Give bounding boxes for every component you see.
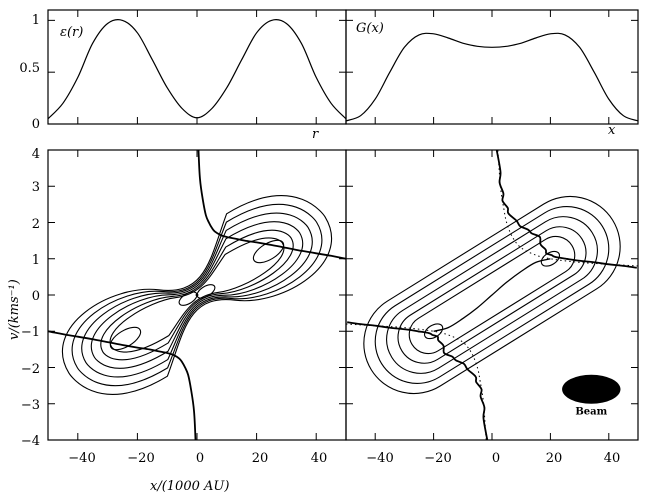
- beam-ellipse: [562, 374, 621, 404]
- pv-right-x-tick-neg20: −20: [424, 451, 451, 466]
- G-panel: G(x) x: [345, 9, 639, 138]
- epsilon-y-tick-1: 1: [32, 13, 40, 28]
- pv-left-peak-dot: [195, 293, 199, 297]
- pv-right-rotation-curve-lower: [347, 321, 489, 441]
- pv-left-y-tick-1: 1: [32, 253, 40, 268]
- pv-left-contour-5: [109, 237, 285, 353]
- epsilon-x-label: r: [312, 127, 319, 142]
- pv-left-contour-3: [91, 221, 303, 369]
- pv-left-y-tick-3: 3: [32, 180, 40, 195]
- pv-right-contour-1: [374, 206, 610, 384]
- epsilon-panel: ε(r) r 1 0.5 0: [19, 9, 347, 142]
- pv-left-y-tick-neg1: −1: [21, 325, 40, 340]
- pv-right-contour-3: [397, 226, 587, 364]
- pv-left-y-tick-2: 2: [32, 217, 40, 232]
- pv-left-contour-core-3: [196, 284, 216, 299]
- pv-right-dotted-curve-mirror: [497, 149, 639, 267]
- pv-left-rotation-curve-upper: [197, 149, 347, 260]
- pv-right-contour-2: [386, 216, 598, 374]
- pv-left-contour-core-2: [178, 291, 198, 306]
- pv-left-x-tick-20: 20: [252, 451, 269, 466]
- pv-left-y-tick-neg3: −3: [21, 398, 40, 413]
- pv-right-contour-4: [408, 235, 576, 355]
- pv-right-rotation-curve-upper: [495, 149, 637, 269]
- pv-left-x-tick-0: 0: [196, 451, 204, 466]
- pv-right-x-tick-neg40: −40: [366, 451, 393, 466]
- pv-left-x-tick-neg20: −20: [127, 451, 154, 466]
- pv-left-y-tick-0: 0: [32, 289, 40, 304]
- pv-left-contour-4: [100, 229, 294, 361]
- pv-left-contour-2: [81, 212, 313, 378]
- G-curve: [345, 32, 639, 122]
- pv-right-contour-0: [363, 195, 621, 395]
- pv-left-x-tick-neg40: −40: [68, 451, 95, 466]
- epsilon-panel-label: ε(r): [60, 25, 83, 40]
- pv-right-x-tick-40: 40: [604, 451, 621, 466]
- epsilon-y-tick-0: 0: [32, 117, 40, 132]
- pv-left-y-tick-neg2: −2: [21, 362, 40, 377]
- pv-left-y-tick-4: 4: [32, 147, 40, 162]
- pv-right-contour-peak-1: [540, 250, 561, 267]
- pv-right-dotted-curve: [345, 323, 487, 441]
- epsilon-curve: [47, 19, 347, 120]
- epsilon-frame: [47, 9, 347, 125]
- G-x-label: x: [608, 123, 616, 138]
- pv-right-x-tick-0: 0: [492, 451, 500, 466]
- pv-left-x-tick-40: 40: [311, 451, 328, 466]
- pv-y-axis-label: v/(kms⁻¹): [7, 279, 22, 340]
- epsilon-y-tick-0.5: 0.5: [19, 61, 40, 76]
- pv-left-panel: −40 −20 0 20 40 −4 −3 −2 −1 0 1 2 3 4 x/…: [7, 147, 347, 494]
- pv-left-rotation-curve-lower: [47, 330, 197, 441]
- pv-left-contour-core-0: [109, 326, 142, 351]
- pv-left-contour-core-1: [252, 239, 285, 264]
- pv-right-x-tick-20: 20: [546, 451, 563, 466]
- pv-left-contour-1: [71, 203, 323, 387]
- beam-label: Beam: [575, 407, 607, 418]
- pv-right-contours: [363, 195, 621, 395]
- G-frame: [345, 9, 639, 125]
- G-panel-label: G(x): [356, 21, 384, 36]
- pv-right-ridge-line: [433, 258, 551, 332]
- pv-left-contour-0: [61, 195, 333, 395]
- pv-x-axis-label: x/(1000 AU): [150, 479, 229, 494]
- pv-left-y-tick-neg4: −4: [21, 434, 40, 449]
- pv-left-contours: [61, 195, 333, 395]
- pv-right-panel: Beam −40 −20 0 20 40: [345, 149, 639, 466]
